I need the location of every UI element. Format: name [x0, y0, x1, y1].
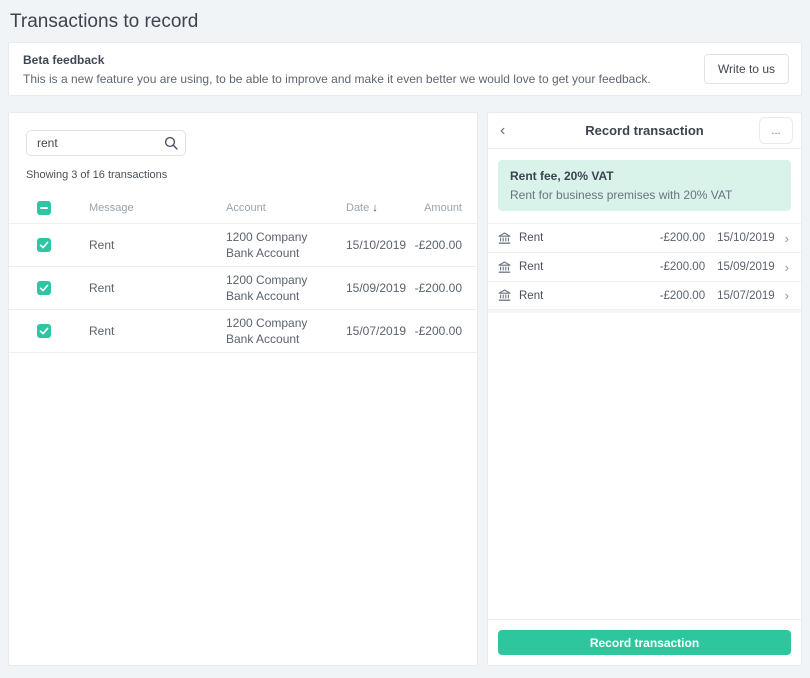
- column-header-message[interactable]: Message: [89, 202, 134, 214]
- list-item[interactable]: Rent -£200.00 15/10/2019 ›: [488, 223, 801, 252]
- column-header-account[interactable]: Account: [226, 202, 266, 214]
- results-summary: Showing 3 of 16 transactions: [26, 169, 168, 181]
- item-label: Rent: [519, 289, 544, 302]
- back-icon[interactable]: ‹: [500, 121, 506, 139]
- record-transaction-header: ‹ Record transaction ...: [488, 113, 801, 149]
- column-header-date[interactable]: Date ↓: [346, 202, 378, 214]
- indeterminate-icon: [40, 207, 48, 209]
- rule-info-box: Rent fee, 20% VAT Rent for business prem…: [498, 160, 791, 211]
- table-row[interactable]: Rent 1200 Company Bank Account 15/10/201…: [9, 223, 477, 266]
- page-title: Transactions to record: [10, 11, 199, 32]
- cell-account: 1200 Company Bank Account: [226, 316, 308, 346]
- cell-date: 15/07/2019: [346, 324, 407, 338]
- table-row[interactable]: Rent 1200 Company Bank Account 15/07/201…: [9, 309, 477, 353]
- sort-descending-icon: ↓: [372, 202, 378, 214]
- cell-message: Rent: [89, 238, 115, 252]
- record-transaction-panel: ‹ Record transaction ... Rent fee, 20% V…: [487, 112, 802, 666]
- table-row[interactable]: Rent 1200 Company Bank Account 15/09/201…: [9, 266, 477, 309]
- search-icon: [164, 136, 178, 150]
- row-checkbox[interactable]: [37, 238, 51, 252]
- row-checkbox[interactable]: [37, 324, 51, 338]
- record-transaction-title: Record transaction: [585, 123, 704, 138]
- write-to-us-button[interactable]: Write to us: [703, 54, 789, 84]
- rule-title: Rent fee, 20% VAT: [510, 169, 614, 183]
- more-options-button[interactable]: ...: [759, 117, 793, 144]
- select-all-checkbox[interactable]: [37, 201, 51, 215]
- table-header-row: Message Account Date ↓ Amount: [9, 193, 477, 223]
- bank-icon: [498, 289, 511, 301]
- item-label: Rent: [519, 261, 544, 273]
- search-input[interactable]: [26, 130, 186, 156]
- item-date: 15/09/2019: [717, 261, 775, 273]
- cell-amount: -£200.00: [414, 281, 462, 295]
- item-date: 15/07/2019: [717, 289, 775, 302]
- cell-amount: -£200.00: [414, 238, 462, 252]
- cell-date: 15/10/2019: [346, 238, 407, 252]
- cell-account: 1200 Company Bank Account: [226, 230, 308, 260]
- chevron-right-icon: ›: [784, 288, 789, 303]
- bank-icon: [498, 260, 511, 273]
- rule-description: Rent for business premises with 20% VAT: [510, 188, 733, 202]
- check-icon: [39, 284, 49, 292]
- ellipsis-icon: ...: [771, 124, 781, 137]
- item-amount: -£200.00: [659, 232, 706, 244]
- cell-account: 1200 Company Bank Account: [226, 273, 308, 303]
- chevron-right-icon: ›: [784, 259, 789, 275]
- row-checkbox[interactable]: [37, 281, 51, 295]
- transactions-table: Message Account Date ↓ Amount Rent 1200 C…: [9, 193, 477, 353]
- transactions-list-panel: Showing 3 of 16 transactions Message Acc…: [8, 112, 478, 666]
- list-item[interactable]: Rent -£200.00 15/09/2019 ›: [488, 252, 801, 281]
- item-date: 15/10/2019: [717, 232, 775, 244]
- cell-message: Rent: [89, 281, 115, 295]
- beta-feedback-description: This is a new feature you are using, to …: [23, 71, 651, 86]
- cell-message: Rent: [89, 324, 115, 338]
- beta-feedback-banner: Beta feedback This is a new feature you …: [8, 42, 802, 96]
- item-label: Rent: [519, 232, 544, 244]
- check-icon: [39, 241, 49, 249]
- item-amount: -£200.00: [659, 289, 706, 302]
- record-transaction-footer: Record transaction: [488, 619, 801, 665]
- check-icon: [39, 327, 49, 335]
- chevron-right-icon: ›: [784, 230, 789, 246]
- list-item[interactable]: Rent -£200.00 15/07/2019 ›: [488, 281, 801, 310]
- cell-date: 15/09/2019: [346, 281, 407, 295]
- cell-amount: -£200.00: [414, 324, 462, 338]
- item-amount: -£200.00: [659, 261, 706, 273]
- selected-transactions-list: Rent -£200.00 15/10/2019 › Rent -£200.00…: [488, 223, 801, 313]
- column-header-amount[interactable]: Amount: [424, 202, 462, 214]
- record-transaction-button[interactable]: Record transaction: [498, 630, 791, 655]
- bank-icon: [498, 231, 511, 244]
- beta-feedback-title: Beta feedback: [23, 52, 105, 67]
